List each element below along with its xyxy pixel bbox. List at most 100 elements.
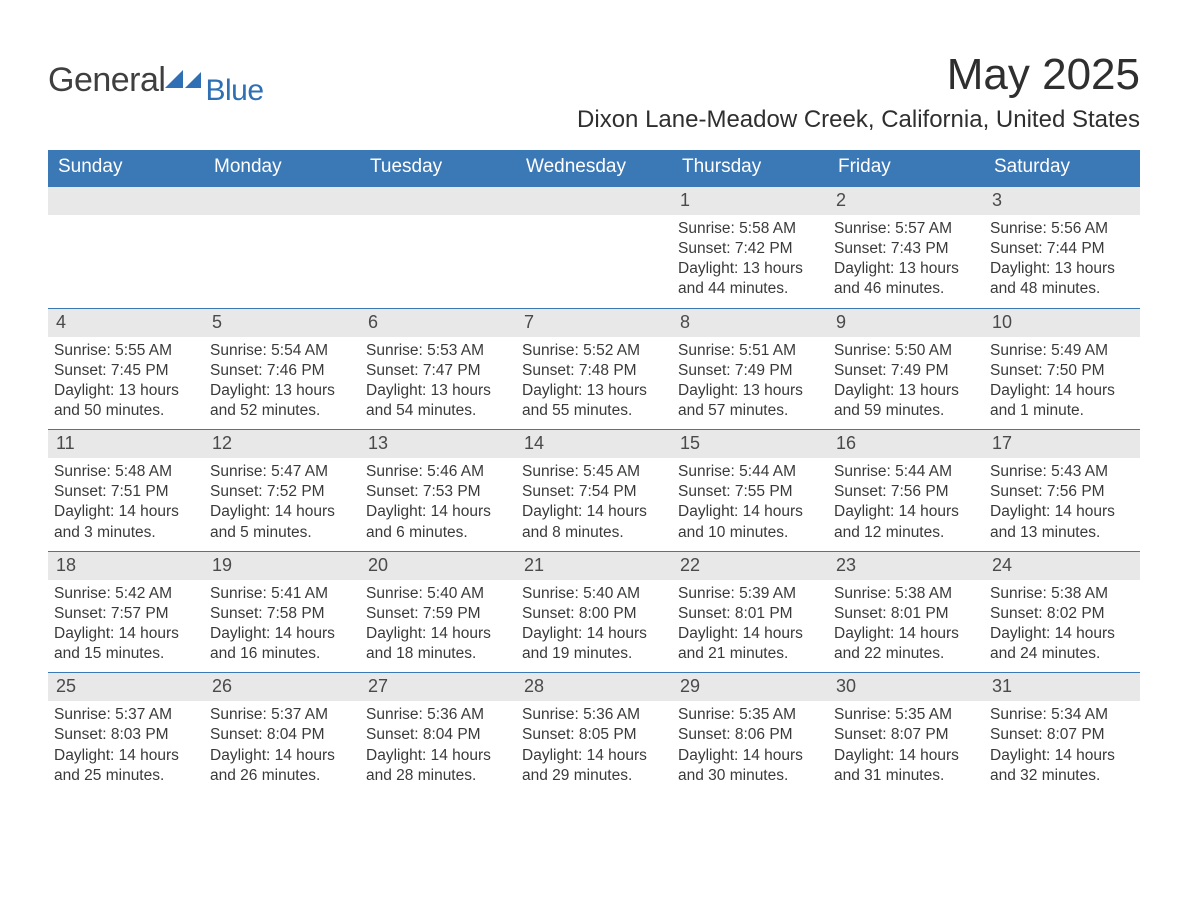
- day-day1: Daylight: 13 hours: [366, 381, 510, 401]
- day-day2: and 46 minutes.: [834, 279, 978, 299]
- day-body: Sunrise: 5:49 AMSunset: 7:50 PMDaylight:…: [990, 341, 1134, 422]
- day-cell: 17Sunrise: 5:43 AMSunset: 7:56 PMDayligh…: [984, 430, 1140, 551]
- day-day1: Daylight: 14 hours: [366, 502, 510, 522]
- day-sunrise: Sunrise: 5:52 AM: [522, 341, 666, 361]
- day-sunset: Sunset: 7:43 PM: [834, 239, 978, 259]
- day-day2: and 44 minutes.: [678, 279, 822, 299]
- day-day2: and 16 minutes.: [210, 644, 354, 664]
- day-number: 10: [984, 309, 1140, 337]
- day-number: 12: [204, 430, 360, 458]
- day-cell: 18Sunrise: 5:42 AMSunset: 7:57 PMDayligh…: [48, 552, 204, 673]
- day-cell: 5 Sunrise: 5:54 AMSunset: 7:46 PMDaylight…: [204, 309, 360, 430]
- day-sunrise: Sunrise: 5:37 AM: [210, 705, 354, 725]
- day-day2: and 18 minutes.: [366, 644, 510, 664]
- day-day1: Daylight: 14 hours: [834, 502, 978, 522]
- day-body: Sunrise: 5:50 AMSunset: 7:49 PMDaylight:…: [834, 341, 978, 422]
- day-body: Sunrise: 5:47 AMSunset: 7:52 PMDaylight:…: [210, 462, 354, 543]
- day-sunrise: Sunrise: 5:43 AM: [990, 462, 1134, 482]
- day-sunrise: Sunrise: 5:36 AM: [522, 705, 666, 725]
- day-number: 20: [360, 552, 516, 580]
- day-sunrise: Sunrise: 5:40 AM: [366, 584, 510, 604]
- day-day1: Daylight: 14 hours: [522, 746, 666, 766]
- day-body: Sunrise: 5:38 AMSunset: 8:02 PMDaylight:…: [990, 584, 1134, 665]
- day-sunrise: Sunrise: 5:35 AM: [834, 705, 978, 725]
- day-sunrise: Sunrise: 5:58 AM: [678, 219, 822, 239]
- day-cell: 19Sunrise: 5:41 AMSunset: 7:58 PMDayligh…: [204, 552, 360, 673]
- day-sunrise: Sunrise: 5:38 AM: [990, 584, 1134, 604]
- day-number: 5: [204, 309, 360, 337]
- day-number: 1: [672, 187, 828, 215]
- day-sunset: Sunset: 8:07 PM: [990, 725, 1134, 745]
- day-body: Sunrise: 5:46 AMSunset: 7:53 PMDaylight:…: [366, 462, 510, 543]
- day-number: 3: [984, 187, 1140, 215]
- day-cell: 8 Sunrise: 5:51 AMSunset: 7:49 PMDaylight…: [672, 309, 828, 430]
- day-number: 8: [672, 309, 828, 337]
- day-sunrise: Sunrise: 5:44 AM: [678, 462, 822, 482]
- day-sunset: Sunset: 8:01 PM: [678, 604, 822, 624]
- day-cell: 23Sunrise: 5:38 AMSunset: 8:01 PMDayligh…: [828, 552, 984, 673]
- day-cell: 27Sunrise: 5:36 AMSunset: 8:04 PMDayligh…: [360, 673, 516, 794]
- day-cell: 31Sunrise: 5:34 AMSunset: 8:07 PMDayligh…: [984, 673, 1140, 794]
- day-cell: 16Sunrise: 5:44 AMSunset: 7:56 PMDayligh…: [828, 430, 984, 551]
- day-sunrise: Sunrise: 5:46 AM: [366, 462, 510, 482]
- day-cell: 14Sunrise: 5:45 AMSunset: 7:54 PMDayligh…: [516, 430, 672, 551]
- day-day2: and 24 minutes.: [990, 644, 1134, 664]
- day-sunset: Sunset: 7:49 PM: [834, 361, 978, 381]
- day-cell: 13 Sunrise: 5:46 AMSunset: 7:53 PMDayligh…: [360, 430, 516, 551]
- day-body: Sunrise: 5:42 AMSunset: 7:57 PMDaylight:…: [54, 584, 198, 665]
- day-number: 4: [48, 309, 204, 337]
- day-sunset: Sunset: 7:53 PM: [366, 482, 510, 502]
- day-sunrise: Sunrise: 5:34 AM: [990, 705, 1134, 725]
- day-day1: Daylight: 14 hours: [834, 746, 978, 766]
- page: General Blue May 2025 Dixon Lane-Meadow …: [0, 0, 1188, 824]
- day-cell: [204, 187, 360, 308]
- day-day2: and 3 minutes.: [54, 523, 198, 543]
- calendar: SundayMondayTuesdayWednesdayThursdayFrid…: [48, 148, 1140, 794]
- day-sunset: Sunset: 8:03 PM: [54, 725, 198, 745]
- day-number: 21: [516, 552, 672, 580]
- day-day1: Daylight: 13 hours: [678, 381, 822, 401]
- header: General Blue May 2025 Dixon Lane-Meadow …: [48, 40, 1140, 148]
- day-cell: 30Sunrise: 5:35 AMSunset: 8:07 PMDayligh…: [828, 673, 984, 794]
- day-sunset: Sunset: 7:46 PM: [210, 361, 354, 381]
- day-day1: Daylight: 13 hours: [678, 259, 822, 279]
- day-sunrise: Sunrise: 5:45 AM: [522, 462, 666, 482]
- day-sunset: Sunset: 8:05 PM: [522, 725, 666, 745]
- day-sunset: Sunset: 8:04 PM: [366, 725, 510, 745]
- day-cell: 6Sunrise: 5:53 AMSunset: 7:47 PMDaylight…: [360, 309, 516, 430]
- day-number: 30: [828, 673, 984, 701]
- day-day1: Daylight: 14 hours: [54, 624, 198, 644]
- day-cell: [48, 187, 204, 308]
- day-sunrise: Sunrise: 5:55 AM: [54, 341, 198, 361]
- day-cell: 12 Sunrise: 5:47 AMSunset: 7:52 PMDayligh…: [204, 430, 360, 551]
- day-cell: 24Sunrise: 5:38 AMSunset: 8:02 PMDayligh…: [984, 552, 1140, 673]
- day-cell: 22Sunrise: 5:39 AMSunset: 8:01 PMDayligh…: [672, 552, 828, 673]
- day-day2: and 29 minutes.: [522, 766, 666, 786]
- day-day1: Daylight: 14 hours: [678, 624, 822, 644]
- day-number: 27: [360, 673, 516, 701]
- day-body: Sunrise: 5:34 AMSunset: 8:07 PMDaylight:…: [990, 705, 1134, 786]
- day-day2: and 5 minutes.: [210, 523, 354, 543]
- day-number: 22: [672, 552, 828, 580]
- week-row: 11Sunrise: 5:48 AMSunset: 7:51 PMDayligh…: [48, 429, 1140, 551]
- day-sunrise: Sunrise: 5:37 AM: [54, 705, 198, 725]
- day-day1: Daylight: 14 hours: [366, 746, 510, 766]
- day-sunrise: Sunrise: 5:54 AM: [210, 341, 354, 361]
- day-day2: and 12 minutes.: [834, 523, 978, 543]
- day-number: [204, 187, 360, 215]
- day-body: Sunrise: 5:51 AMSunset: 7:49 PMDaylight:…: [678, 341, 822, 422]
- day-day1: Daylight: 13 hours: [522, 381, 666, 401]
- day-body: Sunrise: 5:37 AMSunset: 8:04 PMDaylight:…: [210, 705, 354, 786]
- day-day2: and 1 minute.: [990, 401, 1134, 421]
- day-number: 13: [360, 430, 516, 458]
- day-day1: Daylight: 13 hours: [210, 381, 354, 401]
- day-sunrise: Sunrise: 5:49 AM: [990, 341, 1134, 361]
- location-line: Dixon Lane-Meadow Creek, California, Uni…: [577, 106, 1140, 134]
- day-day1: Daylight: 14 hours: [366, 624, 510, 644]
- day-day2: and 26 minutes.: [210, 766, 354, 786]
- day-sunset: Sunset: 7:45 PM: [54, 361, 198, 381]
- day-day2: and 25 minutes.: [54, 766, 198, 786]
- day-sunset: Sunset: 7:52 PM: [210, 482, 354, 502]
- day-day2: and 19 minutes.: [522, 644, 666, 664]
- day-number: 23: [828, 552, 984, 580]
